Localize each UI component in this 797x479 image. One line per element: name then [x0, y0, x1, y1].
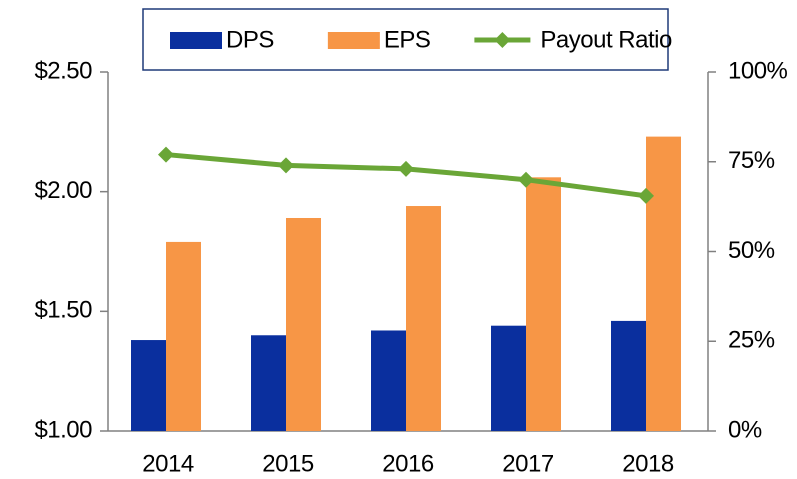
- x-tick-label: 2015: [262, 450, 314, 477]
- bar: [286, 217, 321, 431]
- legend-swatch: [170, 32, 222, 49]
- line-marker: [158, 146, 174, 163]
- x-tick-label: 2017: [502, 450, 554, 477]
- y2-tick-label: 75%: [728, 147, 775, 174]
- y2-tick-label: 0%: [728, 416, 762, 443]
- bar: [526, 177, 561, 431]
- legend-label: Payout Ratio: [540, 26, 672, 53]
- x-tick-label: 2016: [382, 450, 434, 477]
- legend-marker: [494, 32, 511, 48]
- line-marker: [518, 171, 534, 188]
- bar: [406, 206, 441, 431]
- y-tick-label: $2.50: [34, 57, 92, 84]
- y2-tick-label: 100%: [728, 57, 788, 84]
- y2-tick-label: 25%: [728, 327, 775, 354]
- y-tick-label: $1.50: [34, 297, 92, 324]
- y-tick-label: $2.00: [34, 177, 92, 204]
- bar: [646, 136, 681, 431]
- line-marker: [638, 187, 654, 204]
- x-tick-label: 2014: [142, 450, 194, 477]
- line-marker: [398, 160, 414, 177]
- bar: [491, 325, 526, 431]
- bar: [611, 320, 646, 431]
- legend-label: EPS: [384, 26, 431, 53]
- legend-swatch: [327, 32, 380, 49]
- bar: [131, 340, 166, 431]
- legend-box: [142, 8, 669, 71]
- y-tick-label: $1.00: [34, 416, 92, 443]
- y2-tick-label: 50%: [728, 237, 775, 264]
- line-marker: [278, 157, 294, 174]
- legend-label: DPS: [226, 26, 274, 53]
- bar: [371, 330, 406, 431]
- bar: [166, 241, 201, 431]
- bar: [251, 335, 286, 431]
- x-tick-label: 2018: [622, 450, 674, 477]
